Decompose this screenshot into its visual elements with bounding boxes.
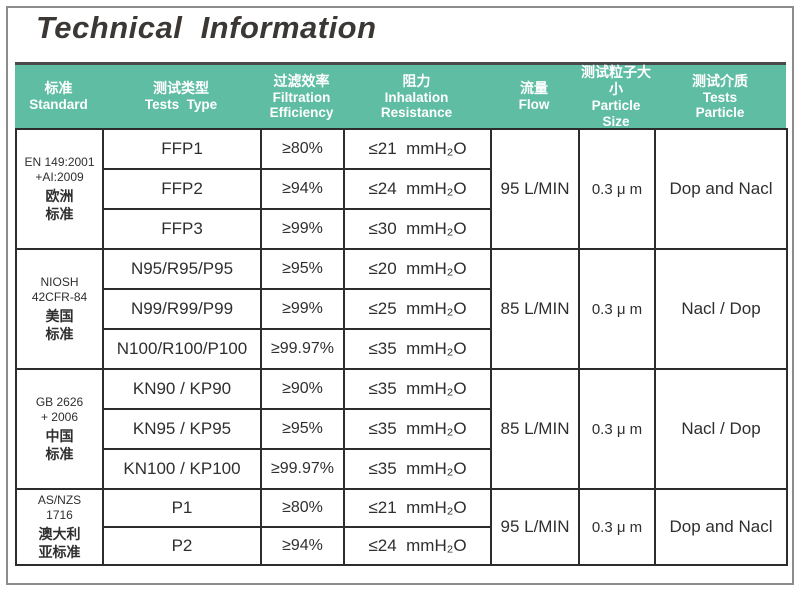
standard-code: GB 2626 + 2006 bbox=[35, 395, 84, 424]
standard-code: EN 149:2001 +AI:2009 bbox=[24, 155, 95, 184]
cell-inhalation-resistance: ≤24 mmH₂O bbox=[343, 526, 492, 566]
cell-filtration-efficiency: ≥80% bbox=[260, 488, 345, 528]
cell-test-media: Nacl / Dop bbox=[654, 368, 788, 490]
standard-code: AS/NZS 1716 bbox=[37, 493, 82, 522]
cell-filtration-efficiency: ≥95% bbox=[260, 248, 345, 290]
header-flow-zh: 流量 bbox=[520, 80, 548, 97]
cell-standard-niosh: NIOSH 42CFR-84 美国 标准 bbox=[15, 248, 104, 370]
header-tests-type-en: Tests Type bbox=[144, 97, 218, 113]
cell-standard-asnzs: AS/NZS 1716 澳大利 亚标准 bbox=[15, 488, 104, 566]
cell-standard-en149: EN 149:2001 +AI:2009 欧洲 标准 bbox=[15, 128, 104, 250]
table-row: GB 2626 + 2006 中国 标准 KN90 / KP90 ≥90% ≤3… bbox=[15, 368, 788, 490]
technical-info-table: EN 149:2001 +AI:2009 欧洲 标准 FFP1 ≥80% ≤21… bbox=[15, 128, 788, 566]
cell-filtration-efficiency: ≥95% bbox=[260, 408, 345, 450]
header-standard: 标准 Standard bbox=[15, 65, 102, 128]
cell-inhalation-resistance: ≤21 mmH₂O bbox=[343, 488, 492, 528]
header-particle-size-zh: 测试粒子大小 bbox=[581, 64, 651, 97]
header-standard-en: Standard bbox=[29, 97, 88, 113]
table-row: EN 149:2001 +AI:2009 欧洲 标准 FFP1 ≥80% ≤21… bbox=[15, 128, 788, 250]
cell-inhalation-resistance: ≤35 mmH₂O bbox=[343, 328, 492, 370]
cell-inhalation-resistance: ≤24 mmH₂O bbox=[343, 168, 492, 210]
cell-filtration-efficiency: ≥94% bbox=[260, 526, 345, 566]
header-tests-type: 测试类型 Tests Type bbox=[102, 65, 260, 128]
header-filtration-efficiency-zh: 过滤效率 bbox=[273, 72, 330, 89]
cell-test-type: KN100 / KP100 bbox=[102, 448, 262, 490]
header-tests-type-zh: 测试类型 bbox=[153, 80, 209, 97]
header-tests-particle: 测试介质 Tests Particle bbox=[654, 65, 786, 128]
header-flow: 流量 Flow bbox=[490, 65, 578, 128]
table-row: FFP3 ≥99% ≤30 mmH₂O bbox=[16, 208, 787, 250]
table-row: KN95 / KP95 ≥95% ≤35 mmH₂O bbox=[16, 408, 787, 450]
header-particle-size-en: Particle Size bbox=[591, 98, 641, 129]
cell-standard-gb2626: GB 2626 + 2006 中国 标准 bbox=[15, 368, 104, 490]
header-filtration-efficiency-en: Filtration Efficiency bbox=[269, 89, 334, 121]
cell-test-type: P1 bbox=[102, 488, 262, 528]
cell-filtration-efficiency: ≥99% bbox=[260, 208, 345, 250]
cell-test-type: FFP2 bbox=[102, 168, 262, 210]
table-row: AS/NZS 1716 澳大利 亚标准 P1 ≥80% ≤21 mmH₂O 95… bbox=[15, 488, 788, 566]
table-row: NIOSH 42CFR-84 美国 标准 N95/R95/P95 ≥95% ≤2… bbox=[15, 248, 788, 370]
header-tests-particle-zh: 测试介质 bbox=[692, 72, 748, 89]
header-filtration-efficiency: 过滤效率 Filtration Efficiency bbox=[260, 65, 343, 128]
cell-inhalation-resistance: ≤21 mmH₂O bbox=[343, 128, 492, 170]
header-inhalation-resistance-zh: 阻力 bbox=[402, 72, 431, 89]
cell-filtration-efficiency: ≥99% bbox=[260, 288, 345, 330]
cell-inhalation-resistance: ≤25 mmH₂O bbox=[343, 288, 492, 330]
header-particle-size: 测试粒子大小 Particle Size bbox=[578, 64, 654, 129]
header-standard-zh: 标准 bbox=[44, 80, 73, 97]
cell-particle-size: 0.3 μ m bbox=[578, 368, 656, 490]
table-row: FFP2 ≥94% ≤24 mmH₂O bbox=[16, 168, 787, 210]
page-title: Technical Information bbox=[36, 10, 377, 45]
cell-inhalation-resistance: ≤20 mmH₂O bbox=[343, 248, 492, 290]
standard-name-zh: 美国 标准 bbox=[45, 308, 74, 342]
cell-inhalation-resistance: ≤30 mmH₂O bbox=[343, 208, 492, 250]
table-row: P2 ≥94% ≤24 mmH₂O bbox=[16, 526, 787, 566]
standard-name-zh: 中国 标准 bbox=[45, 428, 74, 462]
standard-name-zh: 欧洲 标准 bbox=[45, 188, 74, 222]
table-row: N99/R99/P99 ≥99% ≤25 mmH₂O bbox=[16, 288, 787, 330]
cell-test-type: KN95 / KP95 bbox=[102, 408, 262, 450]
table-row: N100/R100/P100 ≥99.97% ≤35 mmH₂O bbox=[16, 328, 787, 370]
cell-test-type: FFP1 bbox=[102, 128, 262, 170]
header-tests-particle-en: Tests Particle bbox=[695, 89, 745, 121]
cell-inhalation-resistance: ≤35 mmH₂O bbox=[343, 448, 492, 490]
cell-test-type: N95/R95/P95 bbox=[102, 248, 262, 290]
cell-flow: 85 L/MIN bbox=[490, 368, 580, 490]
cell-test-media: Dop and Nacl bbox=[654, 128, 788, 250]
cell-filtration-efficiency: ≥80% bbox=[260, 128, 345, 170]
cell-test-media: Dop and Nacl bbox=[654, 488, 788, 566]
cell-test-type: N99/R99/P99 bbox=[102, 288, 262, 330]
cell-inhalation-resistance: ≤35 mmH₂O bbox=[343, 408, 492, 450]
cell-test-type: N100/R100/P100 bbox=[102, 328, 262, 370]
standard-code: NIOSH 42CFR-84 bbox=[31, 275, 88, 304]
header-flow-en: Flow bbox=[518, 97, 550, 113]
table-row: KN100 / KP100 ≥99.97% ≤35 mmH₂O bbox=[16, 448, 787, 490]
table-header-band: 标准 Standard 测试类型 Tests Type 过滤效率 Filtrat… bbox=[15, 62, 786, 129]
cell-test-type: FFP3 bbox=[102, 208, 262, 250]
cell-filtration-efficiency: ≥99.97% bbox=[260, 328, 345, 370]
header-inhalation-resistance-en: Inhalation Resistance bbox=[380, 89, 453, 121]
cell-particle-size: 0.3 μ m bbox=[578, 488, 656, 566]
cell-flow: 85 L/MIN bbox=[490, 248, 580, 370]
cell-flow: 95 L/MIN bbox=[490, 488, 580, 566]
cell-filtration-efficiency: ≥90% bbox=[260, 368, 345, 410]
cell-test-type: KN90 / KP90 bbox=[102, 368, 262, 410]
cell-particle-size: 0.3 μ m bbox=[578, 248, 656, 370]
cell-flow: 95 L/MIN bbox=[490, 128, 580, 250]
cell-test-type: P2 bbox=[102, 526, 262, 566]
cell-filtration-efficiency: ≥94% bbox=[260, 168, 345, 210]
cell-test-media: Nacl / Dop bbox=[654, 248, 788, 370]
cell-filtration-efficiency: ≥99.97% bbox=[260, 448, 345, 490]
cell-inhalation-resistance: ≤35 mmH₂O bbox=[343, 368, 492, 410]
standard-name-zh: 澳大利 亚标准 bbox=[38, 526, 81, 560]
header-inhalation-resistance: 阻力 Inhalation Resistance bbox=[343, 65, 490, 128]
cell-particle-size: 0.3 μ m bbox=[578, 128, 656, 250]
